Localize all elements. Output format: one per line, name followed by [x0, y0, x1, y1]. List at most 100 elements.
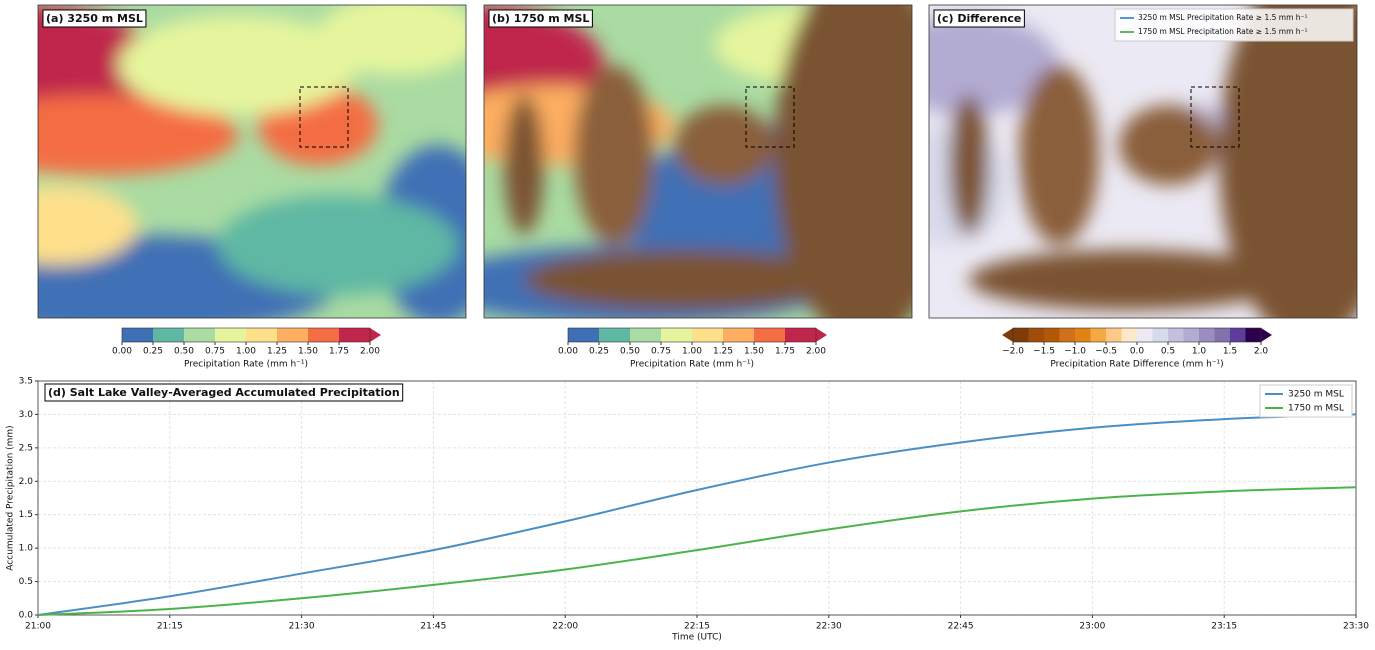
field-blob	[118, 15, 358, 115]
colorbar-label: Precipitation Rate Difference (mm h⁻¹)	[1050, 360, 1223, 370]
colorbar-tick-label: −1.0	[1064, 347, 1086, 357]
x-tick-label: 21:30	[289, 622, 315, 632]
legend-box	[1259, 384, 1353, 418]
x-tick-label: 22:30	[816, 622, 842, 632]
series-line	[37, 413, 1357, 616]
y-tick-label: 3.5	[19, 377, 33, 387]
field-blob	[969, 250, 1289, 310]
colorbar-tick-label: 0.25	[589, 347, 609, 357]
map-field	[484, 5, 912, 318]
map-frame	[37, 4, 467, 319]
map-blobs	[929, 5, 1357, 318]
colorbar-bin	[1044, 328, 1060, 342]
colorbar-bin	[630, 328, 662, 342]
colorbar-tick-label: 1.00	[236, 347, 256, 357]
legend-label: 3250 m MSL Precipitation Rate ≥ 1.5 mm h…	[1138, 13, 1308, 22]
colorbar-bin	[1183, 328, 1200, 342]
x-tick-label: 22:00	[552, 622, 578, 632]
colorbar-tick-label: 2.00	[806, 347, 826, 357]
colorbar-label: Precipitation Rate (mm h⁻¹)	[630, 360, 754, 370]
x-tick-label: 23:30	[1343, 622, 1369, 632]
map-frame	[928, 4, 1358, 319]
map-frame	[483, 4, 913, 319]
y-tick-label: 2.0	[19, 477, 34, 487]
colorbar-bin	[1013, 328, 1029, 342]
panel-title: (a) 3250 m MSL	[46, 12, 143, 25]
field-blob	[574, 65, 654, 245]
legend-label: 1750 m MSL Precipitation Rate ≥ 1.5 mm h…	[1138, 27, 1308, 36]
plot-frame	[37, 380, 1357, 616]
y-tick-label: 3.0	[19, 410, 34, 420]
highlight-box	[1190, 86, 1240, 148]
colorbar-bin	[1168, 328, 1184, 342]
legend-box	[1114, 8, 1354, 42]
colorbar-bin	[1121, 328, 1138, 342]
map-blobs	[484, 5, 912, 318]
colorbar-bin	[184, 328, 216, 342]
colorbar-bin	[1075, 328, 1091, 342]
field-blob	[218, 195, 458, 295]
colorbar-tick-label: 1.75	[775, 347, 795, 357]
colorbar-tick-label: 1.25	[267, 347, 287, 357]
y-tick-label: 2.5	[19, 443, 33, 453]
colorbar-bin	[1199, 328, 1215, 342]
colorbar-extend	[1261, 328, 1272, 342]
field-blob	[674, 105, 774, 185]
field-blob	[524, 250, 844, 310]
map-field	[38, 5, 466, 318]
field-blob	[929, 15, 1059, 115]
colorbar-label: Precipitation Rate (mm h⁻¹)	[184, 360, 308, 370]
colorbar-bin	[1059, 328, 1076, 342]
chart-title: (d) Salt Lake Valley-Averaged Accumulate…	[48, 386, 400, 399]
field-blob	[1219, 5, 1357, 318]
colorbar-tick-label: 0.75	[205, 347, 225, 357]
x-tick-label: 22:15	[684, 622, 710, 632]
colorbar-tick-label: 0.5	[1161, 347, 1175, 357]
colorbar-tick-label: 0.50	[620, 347, 640, 357]
colorbar-tick-label: −0.5	[1095, 347, 1117, 357]
x-tick-label: 21:45	[420, 622, 446, 632]
y-tick-label: 1.5	[19, 510, 33, 520]
colorbar-tick-label: 2.00	[360, 347, 380, 357]
colorbar-tick-label: 0.00	[112, 347, 132, 357]
colorbar-bin	[1152, 328, 1169, 342]
field-blob	[949, 95, 989, 235]
colorbar-bin	[308, 328, 340, 342]
colorbar-bin	[153, 328, 185, 342]
colorbar-tick-label: −2.0	[1002, 347, 1024, 357]
colorbar-bin	[1214, 328, 1231, 342]
colorbar-tick-label: 1.0	[1192, 347, 1207, 357]
colorbar-tick-label: 1.50	[744, 347, 764, 357]
x-tick-label: 23:00	[1079, 622, 1105, 632]
field-blob	[38, 185, 138, 265]
colorbar-bin	[1028, 328, 1045, 342]
panel-title: (c) Difference	[937, 12, 1021, 25]
field-blob	[504, 95, 544, 235]
colorbar-tick-label: 1.75	[329, 347, 349, 357]
title-box	[44, 383, 404, 402]
colorbar-tick-label: 0.0	[1130, 347, 1145, 357]
panel-title: (b) 1750 m MSL	[492, 12, 589, 25]
x-axis-label: Time (UTC)	[671, 633, 722, 643]
colorbar-bin	[122, 328, 154, 342]
map-field	[929, 5, 1357, 318]
series-line	[37, 486, 1357, 616]
field-blob	[1019, 65, 1099, 245]
colorbar-tick-label: 0.75	[651, 347, 671, 357]
x-tick-label: 23:15	[1211, 622, 1237, 632]
colorbar-bin	[661, 328, 693, 342]
title-box	[933, 9, 1025, 28]
colorbar-tick-label: 2.0	[1254, 347, 1269, 357]
colorbar-tick-label: −1.5	[1033, 347, 1055, 357]
map-blobs	[38, 5, 466, 318]
colorbar-bin	[277, 328, 309, 342]
colorbar-bin	[246, 328, 278, 342]
highlight-box	[745, 86, 795, 148]
colorbar-bin	[692, 328, 724, 342]
colorbar-bin	[568, 328, 600, 342]
colorbar-bin	[339, 328, 371, 342]
y-tick-label: 0.5	[19, 577, 33, 587]
legend-label: 3250 m MSL	[1288, 390, 1344, 400]
colorbar-extend	[370, 328, 381, 342]
